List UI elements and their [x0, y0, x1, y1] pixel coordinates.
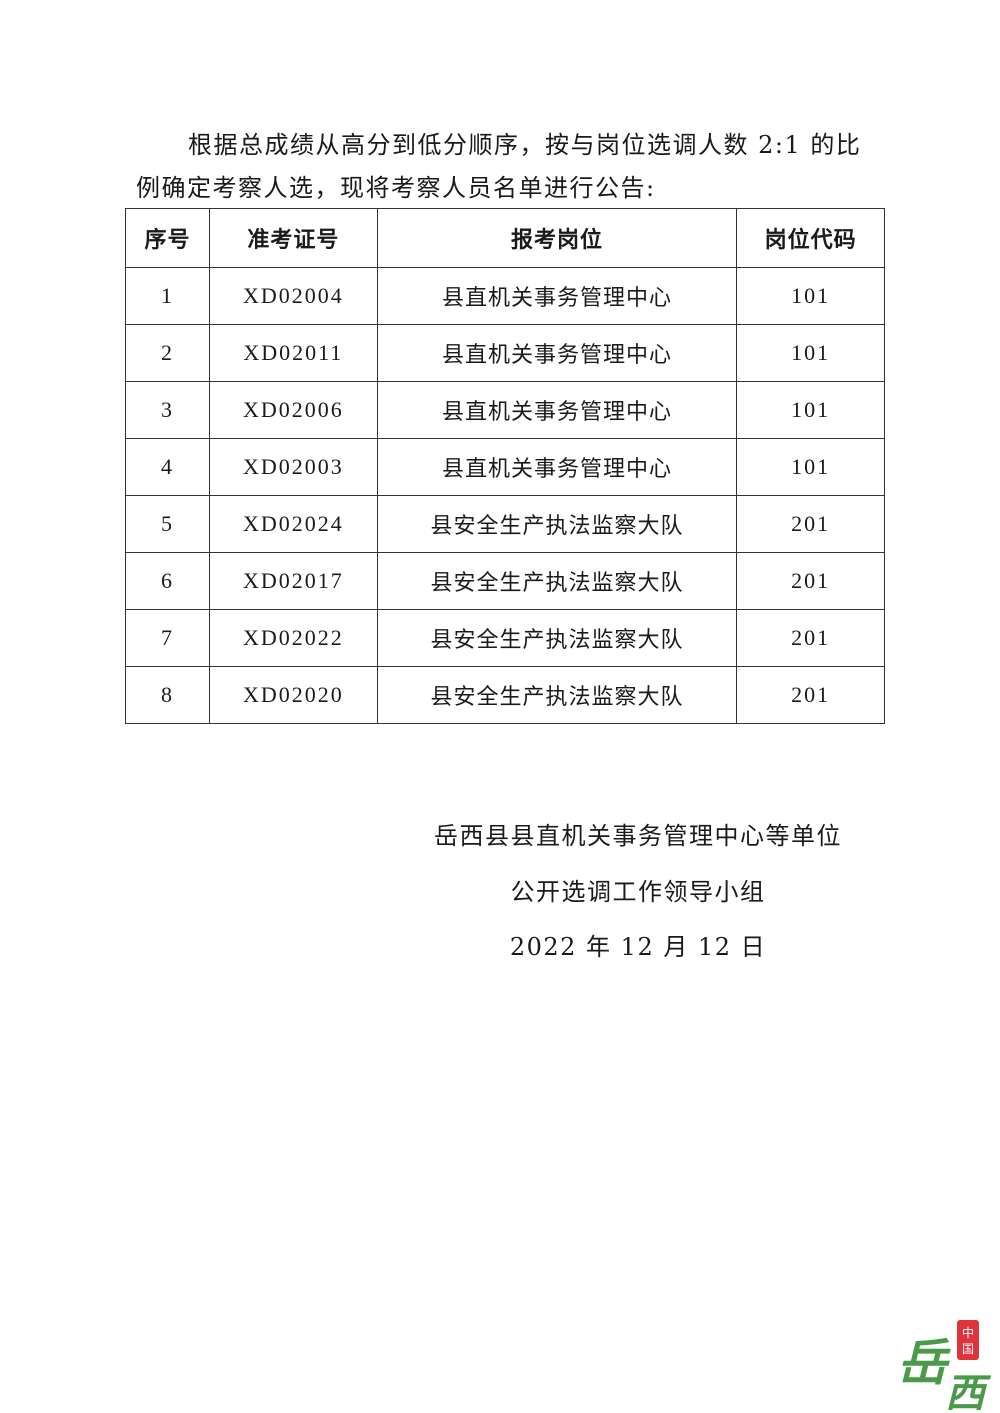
header-position-code: 岗位代码: [736, 208, 885, 268]
cell-seq: 3: [125, 381, 210, 439]
yuexi-logo: 中 国 岳 西: [897, 1320, 992, 1410]
cell-seq: 4: [125, 438, 210, 496]
cell-position-code: 201: [736, 552, 885, 610]
table-row: 7 XD02022 县安全生产执法监察大队 201: [125, 609, 885, 667]
intro-line-2: 例确定考察人选，现将考察人员名单进行公告:: [136, 174, 656, 202]
table-header-row: 序号 准考证号 报考岗位 岗位代码: [125, 208, 885, 268]
svg-text:中: 中: [962, 1325, 974, 1340]
svg-text:国: 国: [962, 1342, 974, 1356]
cell-exam-id: XD02020: [208, 666, 378, 724]
table-row: 4 XD02003 县直机关事务管理中心 101: [125, 438, 885, 496]
cell-position: 县直机关事务管理中心: [376, 438, 738, 496]
cell-seq: 2: [125, 324, 210, 382]
intro-paragraph: 根据总成绩从高分到低分顺序，按与岗位选调人数 2:1 的比 例确定考察人选，现将…: [136, 124, 886, 210]
table-row: 1 XD02004 县直机关事务管理中心 101: [125, 267, 885, 325]
cell-exam-id: XD02024: [208, 495, 378, 553]
signature-org: 岳西县县直机关事务管理中心等单位: [434, 822, 842, 850]
cell-position: 县直机关事务管理中心: [376, 267, 738, 325]
cell-seq: 5: [125, 495, 210, 553]
table-row: 5 XD02024 县安全生产执法监察大队 201: [125, 495, 885, 553]
signature-date: 2022 年 12 月 12 日: [509, 933, 767, 961]
cell-position-code: 101: [736, 381, 885, 439]
cell-position: 县安全生产执法监察大队: [376, 552, 738, 610]
cell-position-code: 101: [736, 438, 885, 496]
cell-position-code: 201: [736, 666, 885, 724]
table-row: 3 XD02006 县直机关事务管理中心 101: [125, 381, 885, 439]
cell-exam-id: XD02022: [208, 609, 378, 667]
cell-exam-id: XD02004: [208, 267, 378, 325]
cell-position-code: 101: [736, 324, 885, 382]
svg-text:西: 西: [945, 1370, 992, 1410]
cell-position: 县直机关事务管理中心: [376, 324, 738, 382]
table-row: 6 XD02017 县安全生产执法监察大队 201: [125, 552, 885, 610]
cell-seq: 6: [125, 552, 210, 610]
cell-position: 县安全生产执法监察大队: [376, 609, 738, 667]
header-seq: 序号: [125, 208, 210, 268]
cell-position: 县直机关事务管理中心: [376, 381, 738, 439]
intro-line-1: 根据总成绩从高分到低分顺序，按与岗位选调人数 2:1 的比: [188, 131, 862, 159]
header-position: 报考岗位: [376, 208, 738, 268]
table-row: 2 XD02011 县直机关事务管理中心 101: [125, 324, 885, 382]
cell-position-code: 101: [736, 267, 885, 325]
cell-position: 县安全生产执法监察大队: [376, 666, 738, 724]
cell-exam-id: XD02017: [208, 552, 378, 610]
table-row: 8 XD02020 县安全生产执法监察大队 201: [125, 666, 885, 724]
signature-group: 公开选调工作领导小组: [510, 878, 766, 906]
cell-position-code: 201: [736, 495, 885, 553]
svg-text:岳: 岳: [897, 1333, 951, 1392]
cell-seq: 7: [125, 609, 210, 667]
seal-icon: [957, 1320, 979, 1360]
candidate-table: 序号 准考证号 报考岗位 岗位代码 1 XD02004 县直机关事务管理中心 101 2…: [125, 208, 885, 724]
cell-exam-id: XD02006: [208, 381, 378, 439]
cell-seq: 8: [125, 666, 210, 724]
cell-exam-id: XD02003: [208, 438, 378, 496]
cell-position-code: 201: [736, 609, 885, 667]
cell-position: 县安全生产执法监察大队: [376, 495, 738, 553]
cell-exam-id: XD02011: [208, 324, 378, 382]
header-exam-id: 准考证号: [208, 208, 378, 268]
cell-seq: 1: [125, 267, 210, 325]
